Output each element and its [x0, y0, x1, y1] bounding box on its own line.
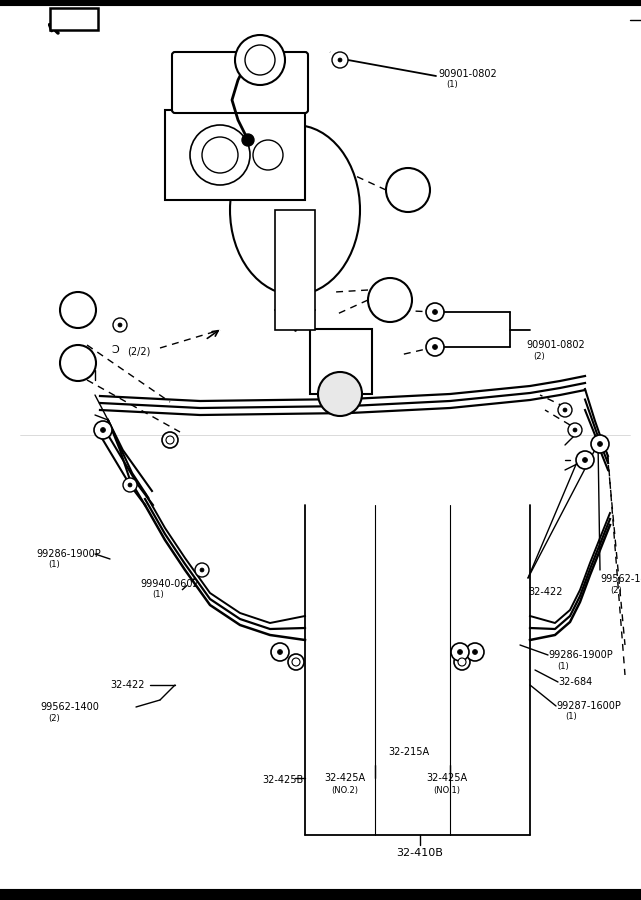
Circle shape	[60, 292, 96, 328]
Text: (2/2): (2/2)	[127, 347, 151, 357]
Circle shape	[190, 125, 250, 185]
Bar	[275, 210, 315, 330]
Circle shape	[235, 35, 285, 85]
Circle shape	[583, 457, 588, 463]
Circle shape	[458, 650, 463, 654]
Circle shape	[123, 478, 137, 492]
Circle shape	[245, 45, 275, 75]
Text: (2): (2)	[610, 586, 622, 595]
Text: (1): (1)	[152, 590, 163, 599]
Circle shape	[195, 563, 209, 577]
Circle shape	[278, 650, 283, 654]
Text: 32-410B: 32-410B	[397, 848, 444, 858]
Text: 99562-1400: 99562-1400	[40, 702, 99, 712]
Circle shape	[200, 568, 204, 572]
Circle shape	[576, 451, 594, 469]
Circle shape	[451, 643, 469, 661]
Circle shape	[288, 654, 304, 670]
Circle shape	[591, 435, 609, 453]
Text: (1): (1)	[565, 713, 577, 722]
Circle shape	[472, 650, 478, 654]
Text: Ɔ: Ɔ	[111, 345, 119, 355]
Circle shape	[568, 423, 582, 437]
Text: 32-215A: 32-215A	[388, 747, 429, 757]
Text: 32-425A: 32-425A	[426, 773, 467, 783]
Text: Y: Y	[403, 184, 413, 196]
FancyBboxPatch shape	[172, 52, 308, 113]
Text: FWD: FWD	[60, 14, 88, 24]
Circle shape	[113, 318, 127, 332]
Circle shape	[454, 654, 470, 670]
Circle shape	[253, 140, 283, 170]
Text: 90901-0802: 90901-0802	[438, 69, 497, 79]
Text: (1): (1)	[557, 662, 569, 670]
Circle shape	[433, 310, 438, 314]
Circle shape	[166, 436, 174, 444]
Circle shape	[292, 658, 300, 666]
Circle shape	[332, 52, 348, 68]
Text: (1): (1)	[446, 80, 458, 89]
Circle shape	[386, 168, 430, 212]
Circle shape	[426, 303, 444, 321]
Text: (2): (2)	[48, 714, 60, 723]
Circle shape	[60, 345, 96, 381]
Circle shape	[202, 137, 238, 173]
Bar	[50, 8, 98, 30]
Circle shape	[118, 323, 122, 327]
Circle shape	[433, 345, 438, 349]
Text: 32-425B: 32-425B	[262, 775, 303, 785]
Circle shape	[318, 372, 362, 416]
Text: Z: Z	[74, 356, 83, 370]
Circle shape	[573, 428, 577, 432]
Circle shape	[558, 403, 572, 417]
Text: 99287-1600P: 99287-1600P	[556, 701, 621, 711]
Bar	[310, 329, 372, 394]
Circle shape	[458, 658, 466, 666]
Text: 32-684: 32-684	[558, 677, 592, 687]
Circle shape	[101, 428, 106, 433]
Text: 99286-1900P: 99286-1900P	[36, 549, 101, 559]
Text: Y: Y	[74, 303, 83, 317]
Circle shape	[271, 643, 289, 661]
Circle shape	[426, 338, 444, 356]
Text: 99940-0602: 99940-0602	[140, 579, 199, 589]
Circle shape	[368, 278, 412, 322]
Text: 32-425A: 32-425A	[324, 773, 365, 783]
Text: Z: Z	[385, 293, 395, 307]
Text: (1): (1)	[48, 561, 60, 570]
Text: 99286-1900P: 99286-1900P	[548, 650, 613, 660]
Circle shape	[162, 432, 178, 448]
Text: (2): (2)	[533, 353, 545, 362]
Text: (NO.2): (NO.2)	[331, 786, 358, 795]
Circle shape	[338, 58, 342, 62]
Text: 32-422: 32-422	[528, 587, 563, 597]
Circle shape	[466, 643, 484, 661]
Circle shape	[242, 134, 254, 146]
Circle shape	[597, 442, 603, 446]
Circle shape	[128, 483, 132, 487]
Text: 99562-1400: 99562-1400	[600, 574, 641, 584]
Text: 32-422: 32-422	[110, 680, 144, 690]
Ellipse shape	[230, 125, 360, 295]
Bar	[165, 110, 305, 200]
Circle shape	[94, 421, 112, 439]
Text: (NO.1): (NO.1)	[433, 786, 460, 795]
Text: 90901-0802: 90901-0802	[526, 340, 585, 350]
Circle shape	[563, 408, 567, 412]
